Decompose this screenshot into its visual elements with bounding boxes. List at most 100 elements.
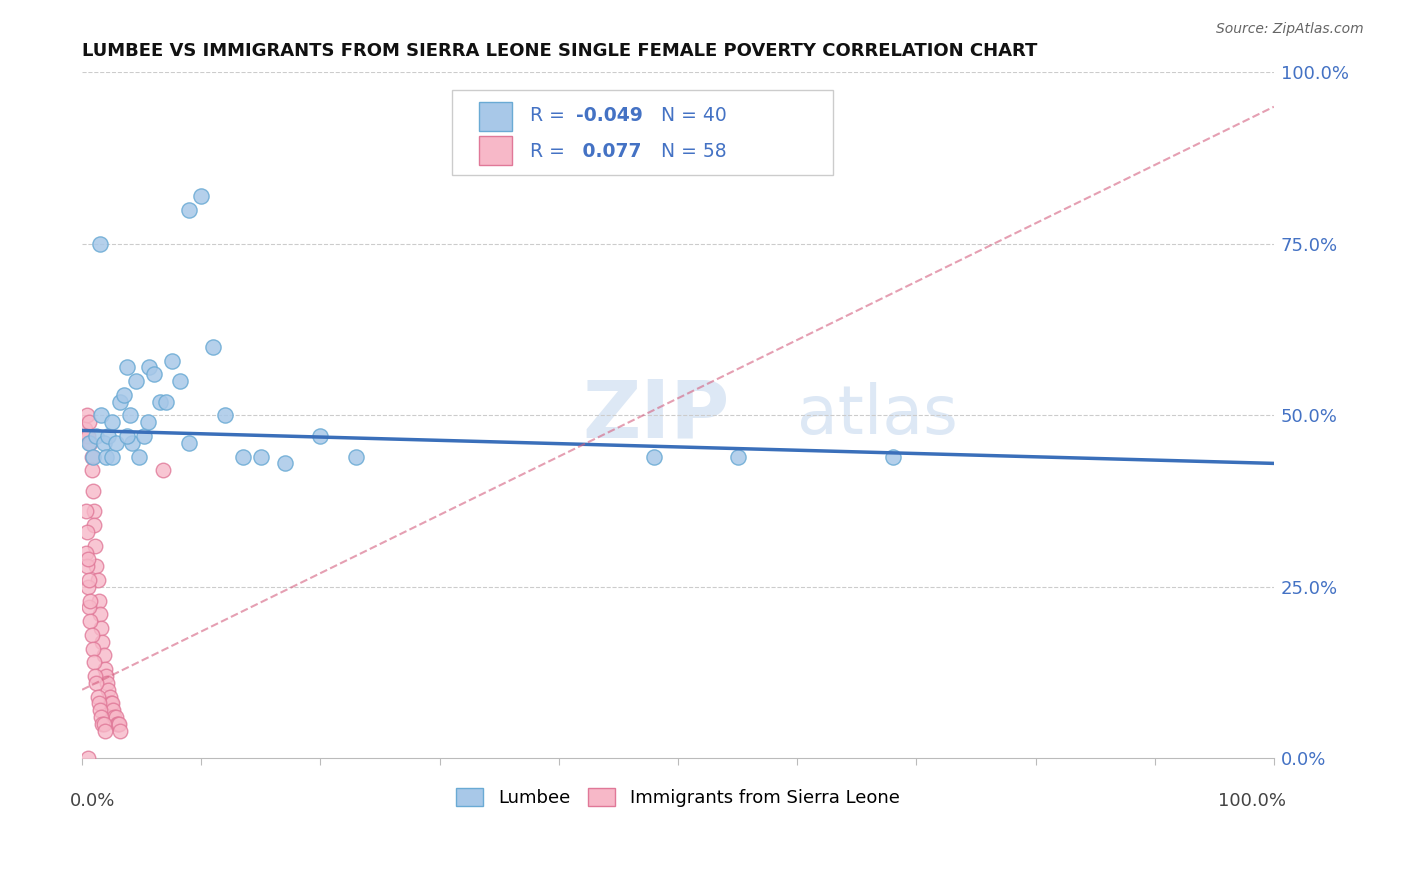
Point [169, 374, 191, 388]
Point [155, 394, 177, 409]
Point [110, 394, 132, 409]
Point [86, 690, 108, 704]
Point [76, 524, 98, 539]
Point [86, 429, 108, 443]
Point [75, 429, 97, 443]
Point [83, 518, 105, 533]
Text: Source: ZipAtlas.com: Source: ZipAtlas.com [1216, 22, 1364, 37]
Point [94, 669, 117, 683]
Point [86, 676, 108, 690]
Point [77, 552, 100, 566]
Point [94, 450, 117, 464]
Point [643, 450, 665, 464]
Point [103, 710, 125, 724]
Point [117, 429, 139, 443]
Point [79, 600, 101, 615]
Point [86, 573, 108, 587]
Text: 100.0%: 100.0% [1218, 792, 1286, 810]
Point [91, 634, 114, 648]
Point [77, 429, 100, 443]
Point [93, 717, 115, 731]
Point [101, 703, 124, 717]
Point [94, 723, 117, 738]
Point [93, 648, 115, 663]
Text: R =: R = [530, 106, 571, 125]
Point [121, 435, 143, 450]
Point [101, 450, 124, 464]
Point [84, 539, 107, 553]
FancyBboxPatch shape [451, 89, 832, 176]
Point [87, 593, 110, 607]
Point [107, 717, 129, 731]
Point [117, 360, 139, 375]
Point [100, 697, 122, 711]
Point [101, 415, 124, 429]
Text: N = 40: N = 40 [661, 106, 727, 125]
Text: atlas: atlas [797, 383, 957, 449]
Point [77, 580, 100, 594]
Point [79, 573, 101, 587]
Point [77, 751, 100, 765]
Point [309, 429, 332, 443]
Point [82, 450, 104, 464]
Point [727, 450, 749, 464]
Point [110, 723, 132, 738]
Point [104, 435, 127, 450]
Point [105, 717, 128, 731]
Point [344, 450, 367, 464]
Legend: Lumbee, Immigrants from Sierra Leone: Lumbee, Immigrants from Sierra Leone [449, 780, 907, 814]
Point [97, 429, 120, 443]
Point [152, 463, 174, 477]
Point [79, 415, 101, 429]
Point [75, 504, 97, 518]
Point [98, 690, 121, 704]
Point [91, 717, 114, 731]
Point [138, 360, 160, 375]
Text: 0.0%: 0.0% [70, 792, 115, 810]
Text: 0.077: 0.077 [575, 142, 641, 161]
Point [179, 202, 201, 217]
Point [160, 353, 183, 368]
Text: -0.049: -0.049 [575, 106, 643, 125]
Point [96, 676, 118, 690]
Point [118, 409, 141, 423]
Point [89, 703, 111, 717]
Point [136, 415, 159, 429]
FancyBboxPatch shape [479, 102, 512, 131]
Point [202, 340, 225, 354]
Point [882, 450, 904, 464]
Point [90, 409, 112, 423]
Point [75, 545, 97, 559]
Text: ZIP: ZIP [582, 376, 730, 454]
Point [79, 593, 101, 607]
Point [89, 607, 111, 622]
Point [104, 710, 127, 724]
Point [87, 697, 110, 711]
Point [82, 641, 104, 656]
Point [149, 394, 172, 409]
Text: N = 58: N = 58 [661, 142, 727, 161]
Point [90, 710, 112, 724]
Point [83, 504, 105, 518]
Point [179, 435, 201, 450]
Point [232, 450, 254, 464]
Point [250, 450, 273, 464]
Point [128, 450, 150, 464]
Point [82, 483, 104, 498]
Point [76, 559, 98, 574]
Text: LUMBEE VS IMMIGRANTS FROM SIERRA LEONE SINGLE FEMALE POVERTY CORRELATION CHART: LUMBEE VS IMMIGRANTS FROM SIERRA LEONE S… [82, 42, 1038, 60]
Point [132, 429, 155, 443]
Point [101, 703, 124, 717]
Point [84, 669, 107, 683]
Point [108, 717, 131, 731]
FancyBboxPatch shape [479, 136, 512, 165]
Point [93, 435, 115, 450]
Point [80, 450, 103, 464]
Point [97, 682, 120, 697]
Point [83, 656, 105, 670]
Point [79, 614, 101, 628]
Point [142, 368, 165, 382]
Point [94, 662, 117, 676]
Point [90, 621, 112, 635]
Point [80, 628, 103, 642]
